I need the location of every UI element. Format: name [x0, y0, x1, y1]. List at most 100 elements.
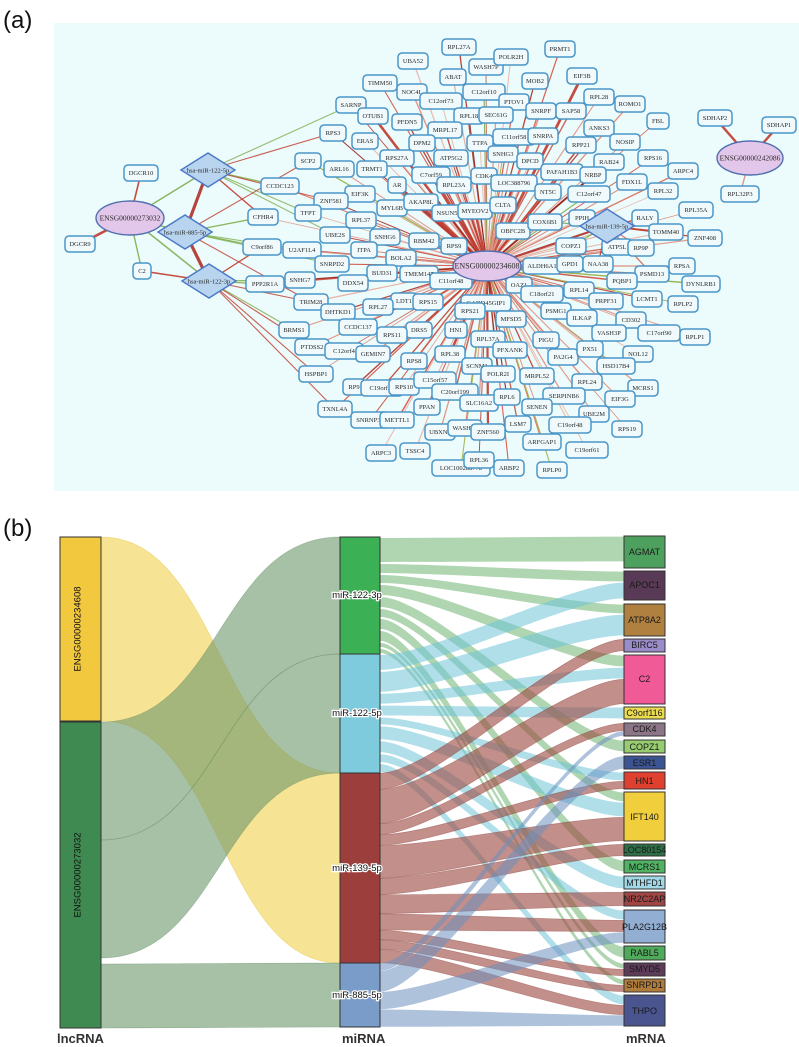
- svg-text:POLR2I: POLR2I: [487, 371, 509, 378]
- svg-text:RPS27A: RPS27A: [386, 155, 409, 162]
- svg-text:C19orf61: C19orf61: [575, 447, 600, 454]
- svg-text:SNRPF: SNRPF: [531, 108, 551, 115]
- svg-text:hsa-miR-885-5p: hsa-miR-885-5p: [164, 229, 207, 236]
- svg-text:LSM7: LSM7: [510, 421, 527, 428]
- svg-text:RPS19: RPS19: [618, 426, 636, 433]
- svg-text:RPS9: RPS9: [447, 243, 462, 250]
- svg-text:PA2G4: PA2G4: [554, 354, 574, 361]
- svg-text:RPLP1: RPLP1: [686, 334, 705, 341]
- svg-text:C15orf57: C15orf57: [423, 377, 449, 384]
- svg-text:COPZ1: COPZ1: [629, 742, 659, 752]
- svg-text:RPL37A: RPL37A: [476, 336, 499, 343]
- svg-text:OBFC2B: OBFC2B: [501, 228, 526, 235]
- svg-text:SENEN: SENEN: [527, 404, 548, 411]
- svg-text:DRS5: DRS5: [411, 327, 427, 334]
- svg-text:SEC61G: SEC61G: [484, 112, 507, 119]
- svg-text:WASH5P: WASH5P: [452, 425, 478, 432]
- svg-text:hsa-miR-139-5p: hsa-miR-139-5p: [586, 223, 629, 230]
- svg-text:MCRS1: MCRS1: [632, 385, 653, 392]
- svg-text:SAP58: SAP58: [562, 108, 580, 115]
- svg-text:PPAN: PPAN: [419, 404, 435, 411]
- svg-text:MCRS1: MCRS1: [629, 862, 661, 872]
- svg-text:hsa-miR-122-5p: hsa-miR-122-5p: [187, 167, 230, 174]
- svg-text:C12orf4: C12orf4: [333, 348, 355, 355]
- svg-text:(a): (a): [3, 7, 32, 34]
- svg-text:LOC388796: LOC388796: [498, 180, 531, 187]
- svg-text:NRBP: NRBP: [585, 172, 602, 179]
- svg-text:RPL14: RPL14: [570, 287, 589, 294]
- svg-text:DGCR10: DGCR10: [129, 170, 154, 177]
- svg-text:MYL6B: MYL6B: [381, 205, 404, 212]
- svg-text:miR-885-5p: miR-885-5p: [332, 990, 382, 1001]
- svg-text:ERAS: ERAS: [357, 138, 374, 145]
- svg-text:C11orf48: C11orf48: [439, 278, 464, 285]
- svg-text:PSMD13: PSMD13: [640, 271, 664, 278]
- svg-text:COPZ1: COPZ1: [561, 243, 581, 250]
- svg-text:TXNL4A: TXNL4A: [322, 406, 348, 413]
- svg-text:C12orf47: C12orf47: [577, 191, 603, 198]
- svg-text:ANKS3: ANKS3: [589, 125, 610, 132]
- svg-text:miRNA: miRNA: [342, 1031, 386, 1046]
- svg-text:ITPA: ITPA: [357, 247, 371, 254]
- svg-text:UBA52: UBA52: [403, 58, 423, 65]
- svg-text:hsa-miR-122-3p: hsa-miR-122-3p: [188, 278, 231, 285]
- svg-text:ROMO1: ROMO1: [619, 101, 642, 108]
- svg-text:ARPC4: ARPC4: [673, 168, 694, 175]
- svg-text:RP9: RP9: [348, 384, 359, 391]
- svg-text:MYEOV2: MYEOV2: [461, 208, 488, 215]
- svg-text:PPIH: PPIH: [575, 215, 589, 222]
- svg-text:RPL32: RPL32: [654, 188, 672, 195]
- svg-text:C19orf48: C19orf48: [558, 422, 583, 429]
- svg-text:VASH3P: VASH3P: [597, 330, 621, 337]
- svg-text:RP9P: RP9P: [634, 245, 649, 252]
- svg-text:C9orf86: C9orf86: [251, 244, 273, 251]
- svg-text:RPLP2: RPLP2: [674, 301, 693, 308]
- svg-text:ARPC3: ARPC3: [371, 450, 391, 457]
- svg-text:TTPA: TTPA: [472, 140, 488, 147]
- svg-text:PFDN5: PFDN5: [397, 119, 417, 126]
- svg-text:ABAT: ABAT: [445, 74, 462, 81]
- svg-text:SNRPD1: SNRPD1: [626, 980, 663, 990]
- svg-text:THPO: THPO: [632, 1006, 657, 1016]
- svg-text:CD302: CD302: [622, 317, 641, 324]
- svg-text:NOC4L: NOC4L: [402, 89, 423, 96]
- svg-text:U2AF1L4: U2AF1L4: [289, 247, 316, 254]
- svg-text:TFPT: TFPT: [300, 210, 315, 217]
- svg-text:RPL27A: RPL27A: [447, 44, 470, 51]
- svg-text:SNRPA: SNRPA: [533, 133, 554, 140]
- svg-text:EIF3B: EIF3B: [573, 73, 591, 80]
- svg-text:C2: C2: [138, 268, 146, 275]
- svg-text:PAFAH1B3: PAFAH1B3: [546, 169, 577, 176]
- svg-text:MFSD5: MFSD5: [501, 316, 522, 323]
- svg-text:NR2C2AP: NR2C2AP: [624, 894, 666, 904]
- svg-text:MOB2: MOB2: [526, 78, 544, 85]
- svg-text:HN1: HN1: [635, 776, 653, 786]
- svg-text:RPS8: RPS8: [407, 358, 422, 365]
- svg-text:TIMM50: TIMM50: [368, 80, 392, 87]
- svg-text:GPD1: GPD1: [562, 261, 578, 268]
- svg-text:mRNA: mRNA: [626, 1031, 666, 1046]
- svg-text:PTOV1: PTOV1: [504, 99, 524, 106]
- svg-text:CDK4: CDK4: [632, 724, 656, 734]
- svg-text:PSMG1: PSMG1: [546, 308, 567, 315]
- svg-text:SARNP: SARNP: [341, 102, 362, 109]
- svg-text:SERPINB6: SERPINB6: [549, 393, 580, 400]
- svg-text:ZNF560: ZNF560: [477, 429, 499, 436]
- svg-text:RPS15: RPS15: [419, 299, 437, 306]
- svg-text:ENSG00000242086: ENSG00000242086: [720, 154, 781, 163]
- svg-text:ARBP2: ARBP2: [499, 465, 519, 472]
- svg-text:(b): (b): [3, 515, 32, 542]
- svg-text:RPLP0: RPLP0: [543, 467, 562, 474]
- svg-text:SDHAP1: SDHAP1: [767, 122, 792, 129]
- svg-text:PFXANK: PFXANK: [497, 347, 523, 354]
- svg-text:DDX54: DDX54: [343, 280, 364, 287]
- svg-text:DHTKD1: DHTKD1: [325, 309, 351, 316]
- svg-text:EIF3G: EIF3G: [611, 396, 629, 403]
- svg-text:FBL: FBL: [652, 118, 664, 125]
- svg-text:HN1: HN1: [450, 327, 463, 334]
- svg-text:miR-122-3p: miR-122-3p: [332, 590, 382, 601]
- svg-text:CCDC123: CCDC123: [266, 183, 293, 190]
- svg-text:RAB24: RAB24: [599, 159, 620, 166]
- svg-text:ILKAP: ILKAP: [572, 315, 592, 322]
- svg-text:C11orf58: C11orf58: [502, 134, 527, 141]
